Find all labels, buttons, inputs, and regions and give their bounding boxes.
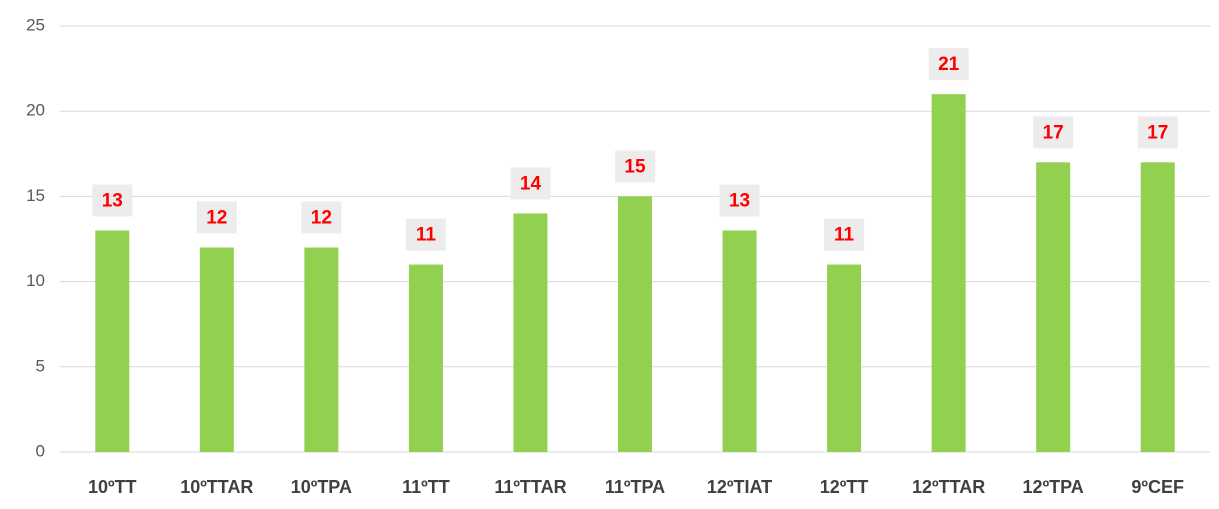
y-tick-label: 25 [26,15,45,34]
value-label-box [719,184,760,217]
value-label: 14 [520,173,542,194]
bar [513,213,548,452]
value-label: 11 [416,225,437,246]
value-label: 11 [834,225,855,246]
y-tick-label: 0 [36,441,45,460]
bar [408,264,443,452]
value-label: 13 [729,190,750,211]
y-tick-label: 10 [26,271,45,290]
bar [931,94,966,452]
value-label-box [510,167,551,200]
bar [722,230,757,452]
bar [95,230,130,452]
x-tick-label: 11ºTT [402,477,450,497]
bar [199,247,234,452]
value-label: 17 [1147,122,1168,143]
y-tick-label: 20 [26,101,45,120]
value-label: 21 [938,54,960,75]
bar [618,196,652,452]
x-tick-label: 12ºTPA [1023,477,1084,497]
bar [304,247,339,452]
bar [1036,162,1071,452]
y-tick-label: 5 [36,356,45,375]
value-label: 13 [102,190,123,211]
bar [1140,162,1175,452]
value-label-box [92,184,133,217]
value-label-box [615,150,655,183]
value-label-box [824,218,865,251]
value-label: 17 [1043,122,1064,143]
value-label-box [1033,116,1074,149]
value-label-box [928,48,969,81]
y-tick-label: 15 [26,186,45,205]
value-label-box [405,218,446,251]
value-label-box [1137,116,1178,149]
x-tick-label: 12ºTIAT [707,477,772,497]
x-tick-label: 11ºTPA [605,477,665,497]
x-tick-label: 12ºTTAR [912,477,985,497]
value-label: 12 [206,208,227,229]
value-label: 15 [624,156,646,177]
value-label: 12 [311,208,332,229]
bar [827,264,862,452]
x-tick-label: 10ºTT [88,477,137,497]
x-tick-label: 12ºTT [820,477,869,497]
x-tick-label: 10ºTTAR [180,477,253,497]
x-tick-label: 9ºCEF [1131,477,1184,497]
x-tick-label: 10ºTPA [291,477,352,497]
value-label-box [196,201,237,234]
x-tick-label: 11ºTTAR [494,477,566,497]
value-label-box [301,201,342,234]
